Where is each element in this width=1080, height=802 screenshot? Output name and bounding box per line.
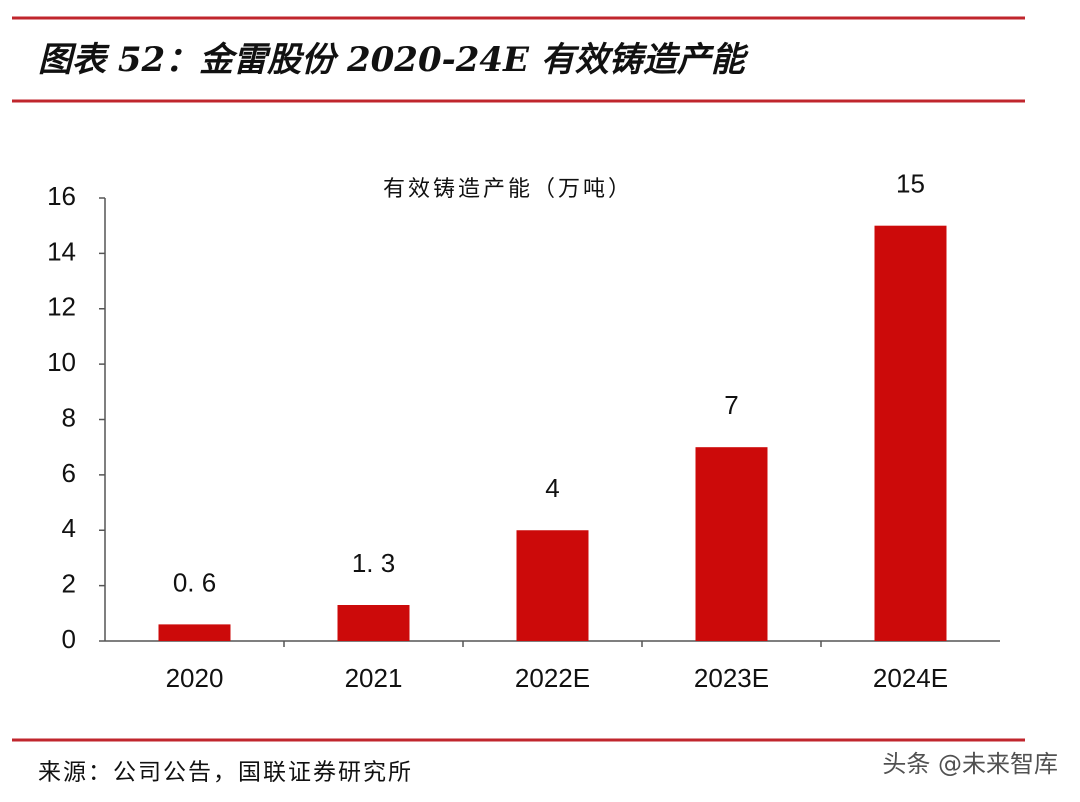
y-tick-label: 14 [47, 236, 76, 266]
y-tick-label: 2 [62, 569, 76, 599]
x-tick-label: 2020 [166, 663, 224, 693]
bar [158, 624, 231, 641]
x-tick-label: 2023E [694, 663, 769, 693]
y-tick-label: 12 [47, 292, 76, 322]
y-tick-label: 8 [62, 402, 76, 432]
bar [337, 605, 410, 641]
bar [695, 447, 768, 641]
y-tick-label: 6 [62, 458, 76, 488]
y-tick-label: 10 [47, 347, 76, 377]
x-tick-label: 2024E [873, 663, 948, 693]
x-tick-label: 2021 [345, 663, 403, 693]
value-label: 15 [896, 169, 925, 199]
source-note: 来源：公司公告，国联证券研究所 [38, 760, 413, 786]
value-label: 4 [545, 473, 559, 503]
x-tick-label: 2022E [515, 663, 590, 693]
watermark: 头条 @未来智库 [882, 750, 1058, 778]
series-caption: 有效铸造产能（万吨） [383, 177, 633, 202]
value-label: 7 [724, 390, 738, 420]
value-label: 0. 6 [173, 567, 216, 597]
bar [516, 530, 589, 641]
value-label: 1. 3 [352, 548, 395, 578]
chart-title: 图表 52：金雷股份 2020-24E 有效铸造产能 [38, 40, 749, 80]
y-tick-label: 0 [62, 624, 76, 654]
bar [874, 225, 947, 641]
y-tick-label: 4 [62, 513, 76, 543]
y-tick-label: 16 [47, 181, 76, 211]
